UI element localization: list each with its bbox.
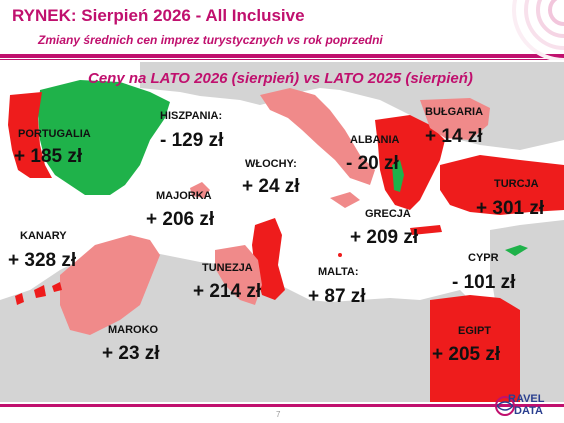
logo-globe-icon — [495, 396, 515, 416]
value-albania: - 20 zł — [346, 153, 399, 174]
page-number: 7 — [276, 410, 281, 419]
country-hiszpania — [38, 80, 170, 195]
value-wlochy: + 24 zł — [242, 176, 300, 197]
country-egipt — [430, 295, 520, 402]
label-bulgaria: BUŁGARIA — [425, 106, 484, 118]
value-kanary: + 328 zł — [8, 250, 77, 271]
page-subtitle: Zmiany średnich cen imprez turystycznych… — [38, 33, 383, 47]
country-albania — [392, 160, 404, 192]
label-cypr: CYPR — [468, 252, 499, 264]
map-title: Ceny na LATO 2026 (sierpień) vs LATO 202… — [88, 70, 473, 87]
country-bulgaria — [420, 98, 490, 140]
value-bulgaria: + 14 zł — [425, 126, 483, 147]
label-hiszpania: HISZPANIA: — [160, 110, 223, 122]
label-kanary: KANARY — [20, 230, 67, 242]
label-egipt: EGIPT — [458, 325, 492, 337]
mediterranean-map — [0, 62, 564, 402]
country-kanary-3 — [52, 282, 62, 292]
value-turcja: + 301 zł — [476, 198, 545, 219]
country-malta — [338, 253, 342, 257]
island-sicily — [330, 192, 360, 208]
decorative-rings-icon — [512, 0, 564, 60]
header: RYNEK: Sierpień 2026 - All Inclusive Zmi… — [0, 0, 564, 62]
value-majorka: + 206 zł — [146, 209, 215, 230]
value-hiszpania: - 129 zł — [160, 130, 224, 151]
label-maroko: MAROKO — [108, 324, 159, 336]
page-title: RYNEK: Sierpień 2026 - All Inclusive — [12, 6, 305, 25]
country-maroko — [60, 235, 160, 335]
label-turcja: TURCJA — [494, 178, 539, 190]
value-portugalia: + 185 zł — [14, 146, 83, 167]
label-albania: ALBANIA — [350, 134, 400, 146]
value-maroko: + 23 zł — [102, 343, 160, 364]
label-malta: MALTA: — [318, 266, 359, 278]
label-majorka: MAJORKA — [156, 190, 212, 202]
label-grecja: GRECJA — [365, 208, 411, 220]
travel-data-logo: RAVEL DATA — [494, 390, 560, 420]
label-wlochy: WŁOCHY: — [245, 158, 297, 170]
footer-divider — [0, 404, 564, 407]
country-portugalia — [8, 92, 52, 178]
label-tunezja: TUNEZJA — [202, 262, 253, 274]
country-turcja — [440, 155, 564, 215]
country-wlochy — [260, 88, 375, 185]
value-grecja: + 209 zł — [350, 227, 419, 248]
country-kanary-1 — [15, 293, 24, 305]
country-majorka — [190, 182, 210, 198]
country-cypr — [505, 245, 528, 256]
header-divider — [0, 54, 564, 58]
country-kanary-2 — [34, 285, 46, 298]
value-malta: + 87 zł — [308, 286, 366, 307]
label-portugalia: PORTUGALIA — [18, 128, 91, 140]
value-cypr: - 101 zł — [452, 272, 516, 293]
country-grecja — [375, 115, 445, 210]
logo-text-line2: DATA — [514, 405, 543, 417]
header-divider-thin — [0, 59, 564, 60]
country-tunezja — [215, 245, 262, 305]
logo-text-line1: RAVEL — [508, 393, 545, 405]
value-egipt: + 205 zł — [432, 344, 501, 365]
value-tunezja: + 214 zł — [193, 281, 262, 302]
island-crete — [410, 225, 442, 235]
